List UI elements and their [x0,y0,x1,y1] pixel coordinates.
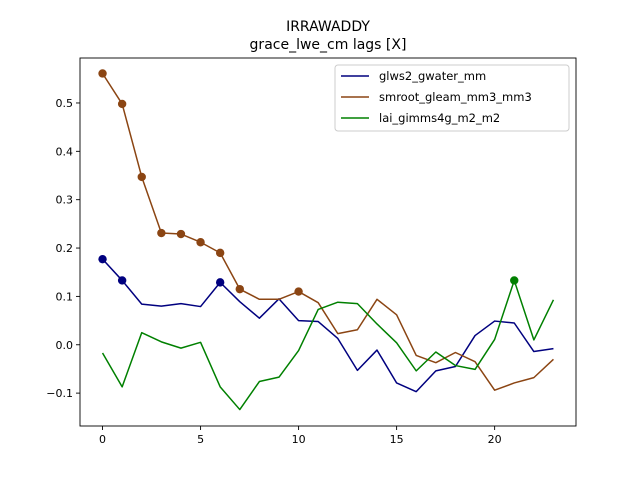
data-point-smroot_gleam_mm3_mm3-7 [235,284,244,294]
x-tick-label-10: 10 [292,433,306,446]
series-line-lai_gimms4g_m2_m2 [101,279,555,411]
data-point-smroot_gleam_mm3_mm3-10 [294,287,303,296]
y-tick-label-4: 0.3 [56,194,74,207]
plot-frame [79,57,577,427]
data-point-smroot_gleam_mm3_mm3-5 [196,238,205,247]
data-point-smroot_gleam_mm3_mm3-2 [137,172,146,182]
data-point-glws2_gwater_mm-0 [98,254,107,264]
data-point-glws2_gwater_mm-6 [215,278,225,287]
data-point-lai_gimms4g_m2_m2-21 [510,276,519,285]
series-line-glws2_gwater_mm [101,258,554,393]
y-tick-label-3: 0.2 [56,242,74,255]
y-tick-label-2: 0.1 [56,290,74,303]
y-tick-label-1: 0.0 [56,339,74,352]
x-tick-label-20: 20 [488,433,502,446]
chart-subtitle: grace_lwe_cm lags [X] [250,37,407,53]
data-point-smroot_gleam_mm3_mm3-3 [157,228,166,238]
x-tick-label-0: 0 [99,433,106,446]
legend-box [334,64,570,132]
y-tick-label-6: 0.5 [56,97,74,110]
legend-label-lai_gimms4g_m2_m2: lai_gimms4g_m2_m2 [379,111,500,125]
data-point-smroot_gleam_mm3_mm3-4 [176,229,186,239]
y-tick-label-5: 0.4 [56,145,74,158]
chart-title: IRRAWADDY [286,19,370,35]
data-point-smroot_gleam_mm3_mm3-6 [215,248,225,258]
legend-label-glws2_gwater_mm: glws2_gwater_mm [379,69,486,83]
data-point-glws2_gwater_mm-1 [117,276,127,285]
y-tick-label-0: −0.1 [46,387,73,400]
legend-label-smroot_gleam_mm3_mm3: smroot_gleam_mm3_mm3 [379,90,532,104]
axes-layer: 0 5 10 15 20 −0.1 0.0 0.1 0.2 0.3 0.4 0.5 [46,57,577,446]
x-tick-label-15: 15 [390,433,404,446]
x-tick-label-5: 5 [197,433,204,446]
data-point-smroot_gleam_mm3_mm3-0 [98,69,107,78]
data-point-smroot_gleam_mm3_mm3-1 [117,99,127,109]
legend: glws2_gwater_mm smroot_gleam_mm3_mm3 lai_g… [334,64,570,132]
series-layer [98,69,555,411]
